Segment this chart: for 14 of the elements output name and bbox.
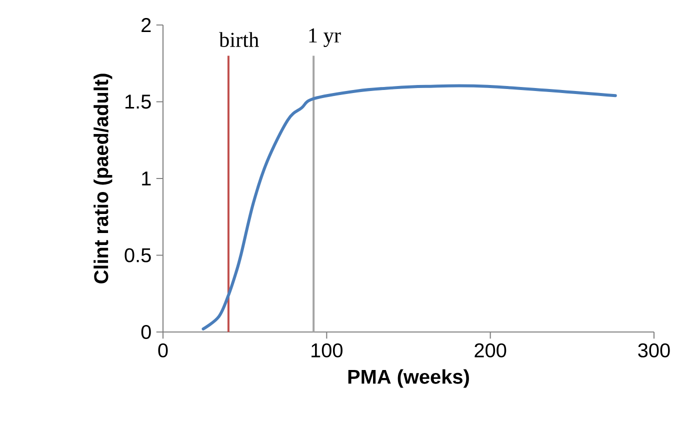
x-tick-label: 0	[158, 343, 168, 358]
line-series	[202, 84, 617, 330]
x-tick-label: 200	[474, 343, 506, 358]
y-tick-label: 2	[142, 18, 151, 32]
y-axis-title: Clint ratio (paed/adult)	[94, 74, 112, 284]
x-tick-label: 300	[638, 343, 670, 358]
y-tick-label: 0.5	[124, 248, 151, 262]
ref-line-label: 1 yr	[309, 28, 341, 48]
ref-line-label: birth	[219, 32, 259, 48]
x-axis-title: PMA (weeks)	[348, 369, 469, 388]
y-tick-label: 1.5	[125, 94, 151, 109]
y-tick-label: 0	[141, 324, 151, 340]
y-tick-label: 1	[142, 172, 151, 186]
x-tick-label: 100	[312, 343, 342, 358]
